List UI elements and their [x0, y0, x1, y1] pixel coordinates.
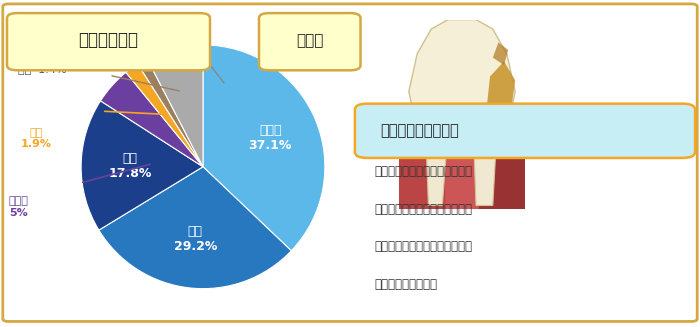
Text: スを受け衛生的な環境を維持す: スを受け衛生的な環境を維持す — [374, 240, 472, 253]
Text: 不明  1.4%: 不明 1.4% — [18, 64, 66, 74]
Wedge shape — [126, 64, 203, 167]
Polygon shape — [399, 129, 525, 209]
Polygon shape — [426, 129, 448, 205]
Text: 破折
17.8%: 破折 17.8% — [108, 152, 152, 180]
Polygon shape — [399, 124, 445, 209]
Text: 矯正
1.9%: 矯正 1.9% — [21, 128, 52, 149]
Wedge shape — [203, 45, 325, 251]
Polygon shape — [399, 111, 525, 137]
Text: 口腔内は細菌が増えやすいため: 口腔内は細菌が増えやすいため — [374, 165, 472, 178]
Polygon shape — [473, 129, 497, 205]
Wedge shape — [99, 167, 291, 289]
Text: 埋伏歯
5%: 埋伏歯 5% — [8, 196, 28, 218]
Text: 歯周病
37.1%: 歯周病 37.1% — [248, 124, 292, 152]
Polygon shape — [487, 61, 515, 118]
Text: その他  7.6%: その他 7.6% — [116, 34, 172, 44]
Text: 歯科医院で定期的にメンテナン: 歯科医院で定期的にメンテナン — [374, 203, 472, 216]
Wedge shape — [147, 45, 203, 167]
Wedge shape — [101, 72, 203, 167]
Text: 歯周病: 歯周病 — [296, 33, 324, 48]
Wedge shape — [81, 101, 203, 230]
Text: ることが大切です。: ることが大切です。 — [374, 278, 438, 291]
Text: 歯周病予防のために: 歯周病予防のために — [380, 123, 459, 138]
Polygon shape — [409, 20, 515, 129]
Text: 虫歯
29.2%: 虫歯 29.2% — [174, 226, 217, 253]
Polygon shape — [493, 43, 508, 65]
Polygon shape — [479, 124, 525, 209]
Text: 歯を失う原因: 歯を失う原因 — [78, 31, 139, 49]
Wedge shape — [138, 59, 203, 167]
